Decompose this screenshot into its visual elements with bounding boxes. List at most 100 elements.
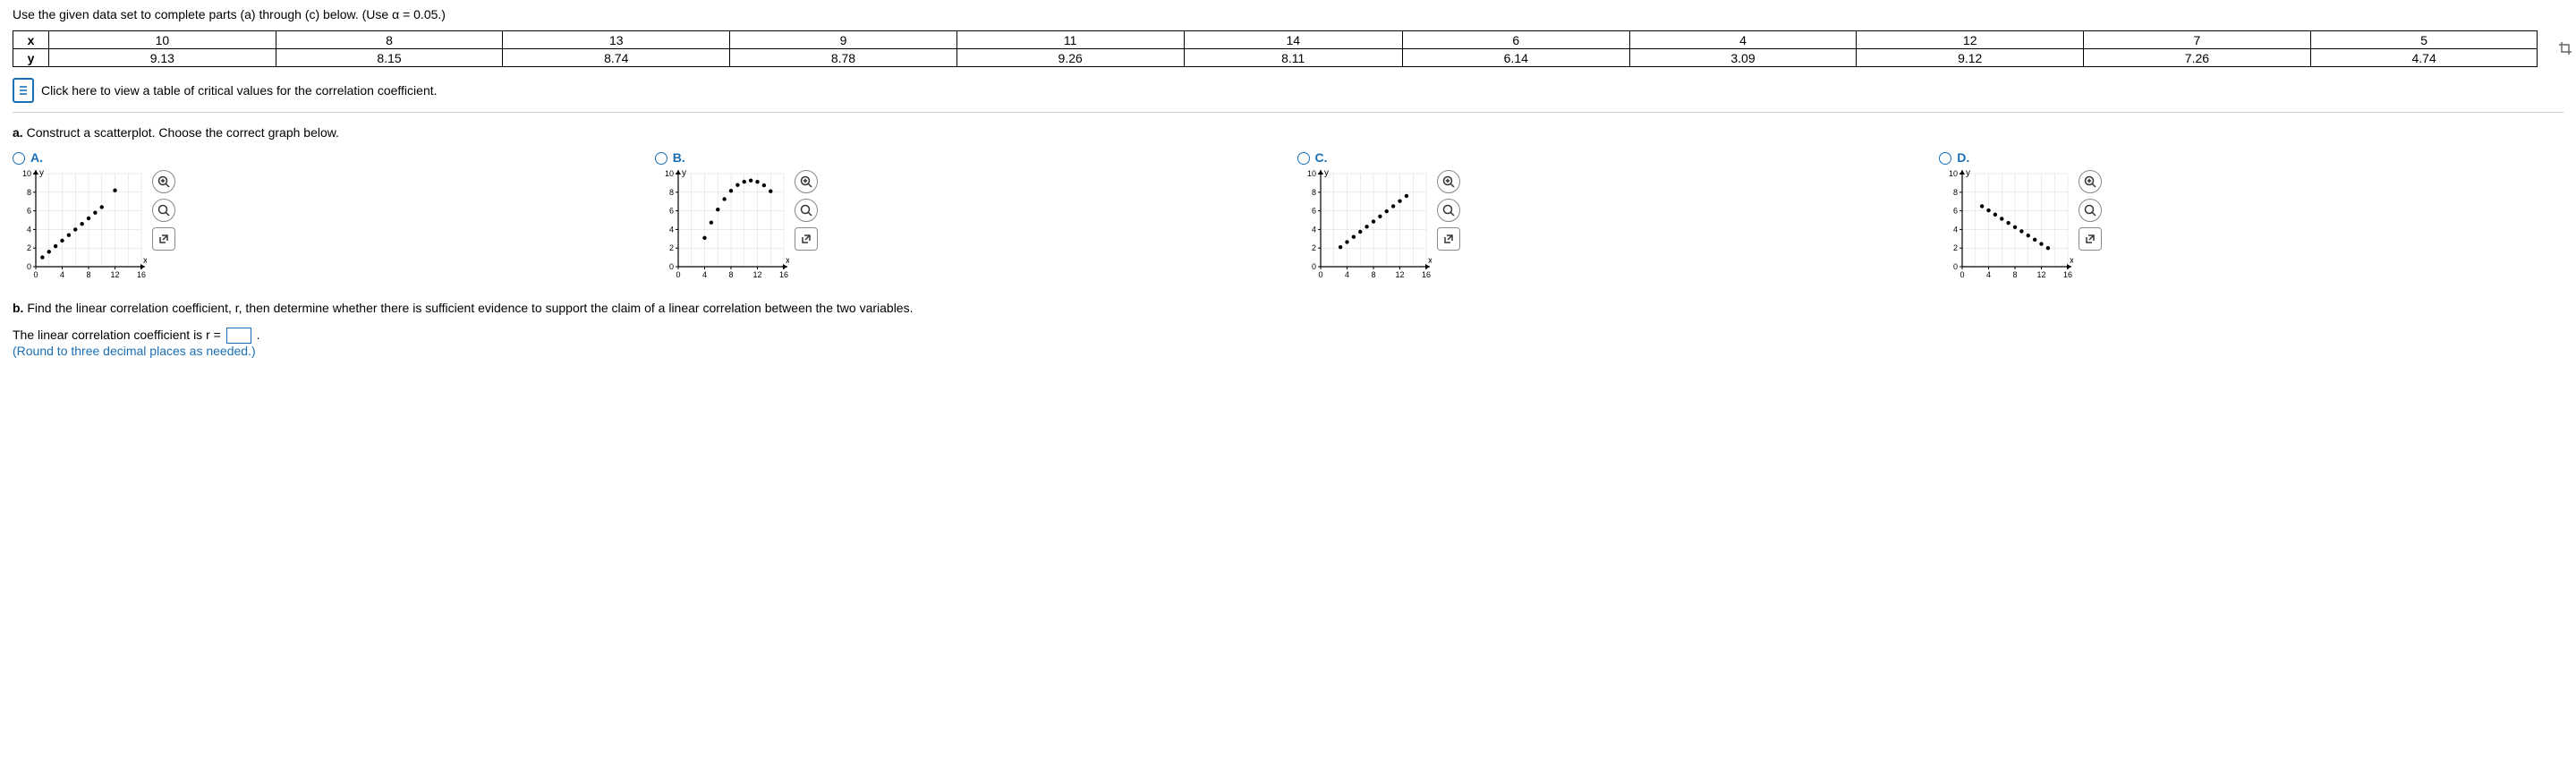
y-cell: 9.26: [956, 49, 1184, 67]
svg-text:10: 10: [665, 169, 674, 178]
zoom-icon[interactable]: [795, 199, 818, 222]
x-cell: 5: [2310, 31, 2538, 49]
x-cell: 11: [956, 31, 1184, 49]
svg-text:0: 0: [1960, 270, 1965, 279]
svg-text:y: y: [39, 168, 44, 178]
x-cell: 6: [1402, 31, 1629, 49]
answer-line: The linear correlation coefficient is r …: [13, 328, 2563, 344]
svg-text:0: 0: [33, 270, 38, 279]
popout-icon[interactable]: [795, 227, 818, 251]
rounding-hint: (Round to three decimal places as needed…: [13, 344, 2563, 358]
svg-text:2: 2: [27, 243, 31, 252]
radio-d[interactable]: [1939, 152, 1951, 165]
zoom-in-icon[interactable]: [152, 170, 175, 193]
popout-icon[interactable]: [152, 227, 175, 251]
svg-text:0: 0: [1953, 262, 1958, 271]
svg-text:2: 2: [669, 243, 674, 252]
svg-text:10: 10: [1949, 169, 1958, 178]
option-label: A.: [30, 150, 43, 165]
popout-icon[interactable]: [1437, 227, 1460, 251]
svg-text:x: x: [2070, 256, 2073, 266]
zoom-icon[interactable]: [2079, 199, 2102, 222]
zoom-in-icon[interactable]: [2079, 170, 2102, 193]
svg-text:0: 0: [1318, 270, 1322, 279]
option-c: C. 04812160246810xy: [1297, 150, 1922, 285]
instruction-text: Use the given data set to complete parts…: [13, 7, 2563, 21]
svg-text:8: 8: [1371, 270, 1375, 279]
svg-text:4: 4: [1986, 270, 1991, 279]
x-cell: 8: [276, 31, 503, 49]
x-cell: 7: [2084, 31, 2311, 49]
svg-text:8: 8: [728, 270, 733, 279]
svg-text:4: 4: [702, 270, 707, 279]
svg-text:4: 4: [1344, 270, 1348, 279]
svg-text:8: 8: [1953, 188, 1958, 197]
option-label: C.: [1315, 150, 1328, 165]
svg-text:8: 8: [1311, 188, 1315, 197]
svg-text:0: 0: [669, 262, 674, 271]
x-cell: 12: [1857, 31, 2084, 49]
table-row: x 10 8 13 9 11 14 6 4 12 7 5: [13, 31, 2538, 49]
y-cell: 8.15: [276, 49, 503, 67]
r-input[interactable]: [226, 328, 251, 344]
option-label: D.: [1957, 150, 1969, 165]
svg-text:2: 2: [1953, 243, 1958, 252]
svg-text:4: 4: [1953, 225, 1958, 234]
svg-text:16: 16: [137, 270, 146, 279]
svg-text:6: 6: [1953, 207, 1958, 216]
radio-a[interactable]: [13, 152, 25, 165]
svg-text:10: 10: [1306, 169, 1315, 178]
option-a: A. 04812160246810xy: [13, 150, 637, 285]
svg-text:y: y: [1966, 168, 1970, 178]
scatterplot-options: A. 0 4 8 12 16 0 2 4 6 8 10 x y B. 0 4 8 12 16 0 2 4 6 8 10 x y: [13, 150, 2563, 285]
x-cell: 10: [49, 31, 276, 49]
y-cell: 8.74: [503, 49, 730, 67]
doc-icon[interactable]: [13, 78, 34, 103]
radio-b[interactable]: [655, 152, 667, 165]
zoom-icon[interactable]: [152, 199, 175, 222]
svg-text:6: 6: [669, 207, 674, 216]
svg-text:4: 4: [27, 225, 31, 234]
answer-prefix: The linear correlation coefficient is r …: [13, 328, 225, 342]
svg-text:8: 8: [27, 188, 31, 197]
svg-text:12: 12: [110, 270, 119, 279]
y-cell: 3.09: [1629, 49, 1857, 67]
svg-text:0: 0: [1311, 262, 1315, 271]
zoom-icon[interactable]: [1437, 199, 1460, 222]
x-cell: 4: [1629, 31, 1857, 49]
y-cell: 7.26: [2084, 49, 2311, 67]
svg-text:x: x: [786, 256, 789, 266]
svg-text:4: 4: [60, 270, 64, 279]
y-cell: 9.13: [49, 49, 276, 67]
option-label: B.: [673, 150, 685, 165]
zoom-in-icon[interactable]: [795, 170, 818, 193]
scatterplot-a: 04812160246810xy: [13, 168, 147, 285]
svg-text:y: y: [682, 168, 686, 178]
svg-text:x: x: [143, 256, 147, 266]
row-label-x: x: [13, 31, 49, 49]
critical-values-link[interactable]: Click here to view a table of critical v…: [41, 83, 438, 98]
svg-text:4: 4: [1311, 225, 1315, 234]
x-cell: 9: [730, 31, 957, 49]
zoom-in-icon[interactable]: [1437, 170, 1460, 193]
svg-text:x: x: [1428, 256, 1432, 266]
svg-text:16: 16: [2063, 270, 2072, 279]
svg-text:10: 10: [22, 169, 31, 178]
crop-icon[interactable]: [2558, 41, 2572, 55]
y-cell: 8.78: [730, 49, 957, 67]
svg-text:12: 12: [1395, 270, 1404, 279]
x-cell: 13: [503, 31, 730, 49]
popout-icon[interactable]: [2079, 227, 2102, 251]
y-cell: 8.11: [1184, 49, 1402, 67]
scatterplot-c: 04812160246810xy: [1297, 168, 1432, 285]
svg-text:8: 8: [2013, 270, 2018, 279]
svg-text:8: 8: [669, 188, 674, 197]
answer-suffix: .: [257, 328, 260, 342]
svg-text:16: 16: [779, 270, 788, 279]
svg-text:6: 6: [27, 207, 31, 216]
table-row: y 9.13 8.15 8.74 8.78 9.26 8.11 6.14 3.0…: [13, 49, 2538, 67]
radio-c[interactable]: [1297, 152, 1310, 165]
scatterplot-b: 04812160246810xy: [655, 168, 789, 285]
y-cell: 4.74: [2310, 49, 2538, 67]
svg-text:0: 0: [27, 262, 31, 271]
